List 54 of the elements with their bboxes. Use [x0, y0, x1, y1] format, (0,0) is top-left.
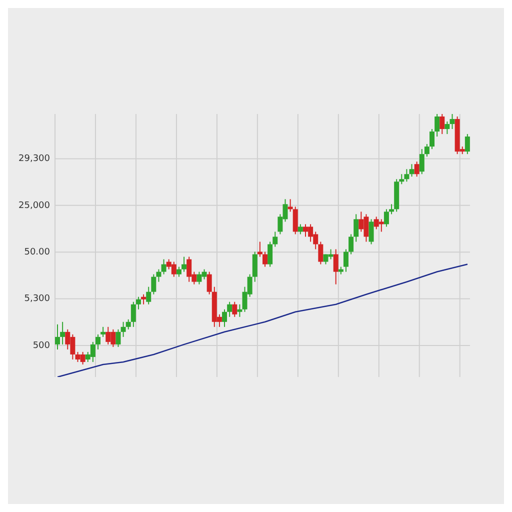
candlestick	[146, 286, 152, 305]
candlestick	[333, 248, 338, 285]
candlestick	[182, 256, 187, 272]
candlestick	[268, 241, 273, 268]
candlestick	[348, 234, 354, 255]
candlestick	[100, 326, 106, 338]
candlestick	[318, 241, 324, 265]
candlestick	[419, 148, 424, 175]
candlestick	[257, 241, 262, 258]
candlestick	[450, 114, 455, 130]
candlestick	[292, 206, 298, 235]
candlestick	[161, 258, 166, 275]
candlestick	[464, 134, 470, 155]
candlestick	[151, 274, 156, 295]
candlestick	[126, 318, 131, 330]
candlestick	[60, 321, 66, 345]
candlestick	[409, 164, 414, 178]
text: 29,300	[18, 154, 50, 164]
candlestick	[414, 161, 420, 178]
candlestick	[206, 271, 212, 295]
candlestick	[354, 214, 359, 242]
candlestick	[444, 121, 450, 135]
text: 50.00	[24, 248, 50, 258]
candlestick	[141, 294, 146, 305]
candlestick	[424, 144, 430, 158]
candlestick	[298, 224, 303, 235]
candlestick	[222, 308, 228, 328]
candlestick	[252, 251, 258, 282]
candlestick	[130, 301, 136, 328]
candlestick	[434, 114, 440, 138]
candlestick	[156, 268, 162, 282]
candlestick	[55, 324, 60, 350]
candlestick	[440, 114, 445, 135]
candlestick	[404, 168, 410, 182]
candlestick	[288, 198, 293, 212]
candlestick	[389, 204, 394, 215]
candlestick	[399, 174, 404, 185]
candlestick	[95, 334, 100, 350]
candlestick	[237, 304, 242, 318]
candlestick	[384, 208, 389, 228]
candlestick	[262, 251, 268, 268]
text: 25,000	[18, 200, 50, 211]
candlestick	[136, 296, 141, 310]
candlestick	[120, 321, 126, 338]
candlestick	[368, 218, 374, 245]
candlestick	[430, 128, 435, 150]
text: 5,300	[24, 294, 50, 304]
candlestick	[272, 231, 278, 248]
candlestick	[176, 266, 182, 278]
candlestick	[116, 328, 121, 348]
candlestick	[227, 301, 232, 318]
text: 500	[32, 340, 50, 351]
candlestick	[232, 301, 238, 318]
candlestick	[343, 248, 348, 272]
